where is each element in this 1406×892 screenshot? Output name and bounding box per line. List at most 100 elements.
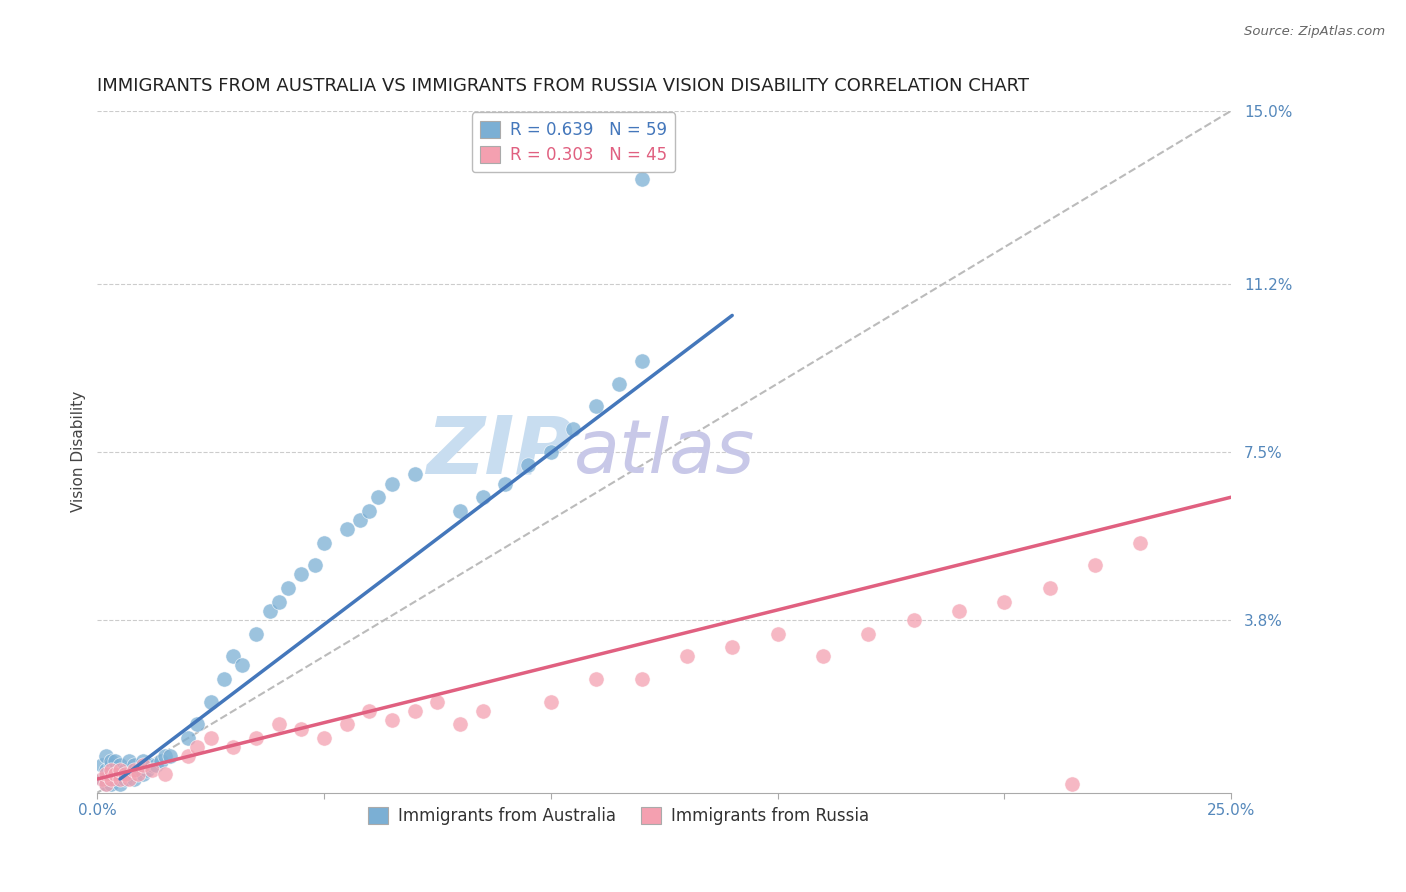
Point — [336, 717, 359, 731]
Point — [127, 767, 149, 781]
Point — [96, 763, 118, 777]
Point — [630, 172, 652, 186]
Point — [90, 758, 112, 772]
Point — [122, 772, 145, 786]
Point — [155, 767, 177, 781]
Point — [118, 772, 141, 786]
Point — [585, 400, 607, 414]
Point — [381, 476, 404, 491]
Point — [214, 672, 236, 686]
Point — [231, 658, 253, 673]
Point — [676, 649, 699, 664]
Point — [290, 722, 312, 736]
Point — [290, 567, 312, 582]
Point — [96, 749, 118, 764]
Point — [471, 704, 494, 718]
Point — [903, 613, 925, 627]
Point — [186, 717, 208, 731]
Text: ZIP: ZIP — [426, 413, 574, 491]
Point — [1039, 581, 1062, 595]
Point — [267, 595, 290, 609]
Point — [131, 754, 153, 768]
Point — [149, 754, 172, 768]
Point — [100, 767, 122, 781]
Point — [114, 763, 136, 777]
Point — [118, 767, 141, 781]
Point — [630, 354, 652, 368]
Point — [304, 558, 326, 573]
Point — [114, 767, 136, 781]
Point — [186, 740, 208, 755]
Point — [118, 754, 141, 768]
Point — [1084, 558, 1107, 573]
Point — [90, 772, 112, 786]
Point — [141, 758, 163, 772]
Point — [96, 776, 118, 790]
Point — [449, 717, 471, 731]
Point — [404, 704, 426, 718]
Point — [993, 595, 1015, 609]
Point — [104, 754, 127, 768]
Point — [314, 731, 336, 745]
Point — [449, 504, 471, 518]
Point — [100, 754, 122, 768]
Point — [404, 467, 426, 482]
Point — [177, 749, 200, 764]
Point — [104, 772, 127, 786]
Point — [100, 772, 122, 786]
Point — [766, 626, 789, 640]
Point — [811, 649, 834, 664]
Point — [136, 763, 159, 777]
Point — [948, 604, 970, 618]
Point — [267, 717, 290, 731]
Point — [245, 731, 267, 745]
Point — [122, 758, 145, 772]
Point — [159, 749, 181, 764]
Point — [495, 476, 517, 491]
Point — [100, 763, 122, 777]
Text: atlas: atlas — [574, 416, 755, 488]
Text: IMMIGRANTS FROM AUSTRALIA VS IMMIGRANTS FROM RUSSIA VISION DISABILITY CORRELATIO: IMMIGRANTS FROM AUSTRALIA VS IMMIGRANTS … — [97, 78, 1029, 95]
Point — [1062, 776, 1084, 790]
Point — [314, 535, 336, 549]
Point — [108, 776, 131, 790]
Y-axis label: Vision Disability: Vision Disability — [72, 392, 86, 512]
Point — [585, 672, 607, 686]
Point — [122, 763, 145, 777]
Point — [1129, 535, 1152, 549]
Point — [90, 772, 112, 786]
Point — [96, 776, 118, 790]
Point — [426, 695, 449, 709]
Point — [104, 767, 127, 781]
Point — [607, 376, 630, 391]
Point — [562, 422, 585, 436]
Point — [100, 758, 122, 772]
Point — [222, 740, 245, 755]
Point — [540, 444, 562, 458]
Point — [177, 731, 200, 745]
Point — [381, 713, 404, 727]
Point — [108, 767, 131, 781]
Point — [349, 513, 371, 527]
Legend: Immigrants from Australia, Immigrants from Russia: Immigrants from Australia, Immigrants fr… — [361, 800, 876, 832]
Point — [721, 640, 744, 655]
Point — [145, 758, 167, 772]
Point — [141, 763, 163, 777]
Point — [100, 776, 122, 790]
Point — [127, 763, 149, 777]
Point — [108, 772, 131, 786]
Point — [517, 458, 540, 473]
Point — [131, 767, 153, 781]
Point — [336, 522, 359, 536]
Point — [359, 504, 381, 518]
Point — [200, 731, 222, 745]
Point — [108, 758, 131, 772]
Point — [259, 604, 281, 618]
Point — [222, 649, 245, 664]
Point — [540, 695, 562, 709]
Point — [858, 626, 880, 640]
Point — [367, 490, 389, 504]
Point — [471, 490, 494, 504]
Point — [114, 772, 136, 786]
Point — [245, 626, 267, 640]
